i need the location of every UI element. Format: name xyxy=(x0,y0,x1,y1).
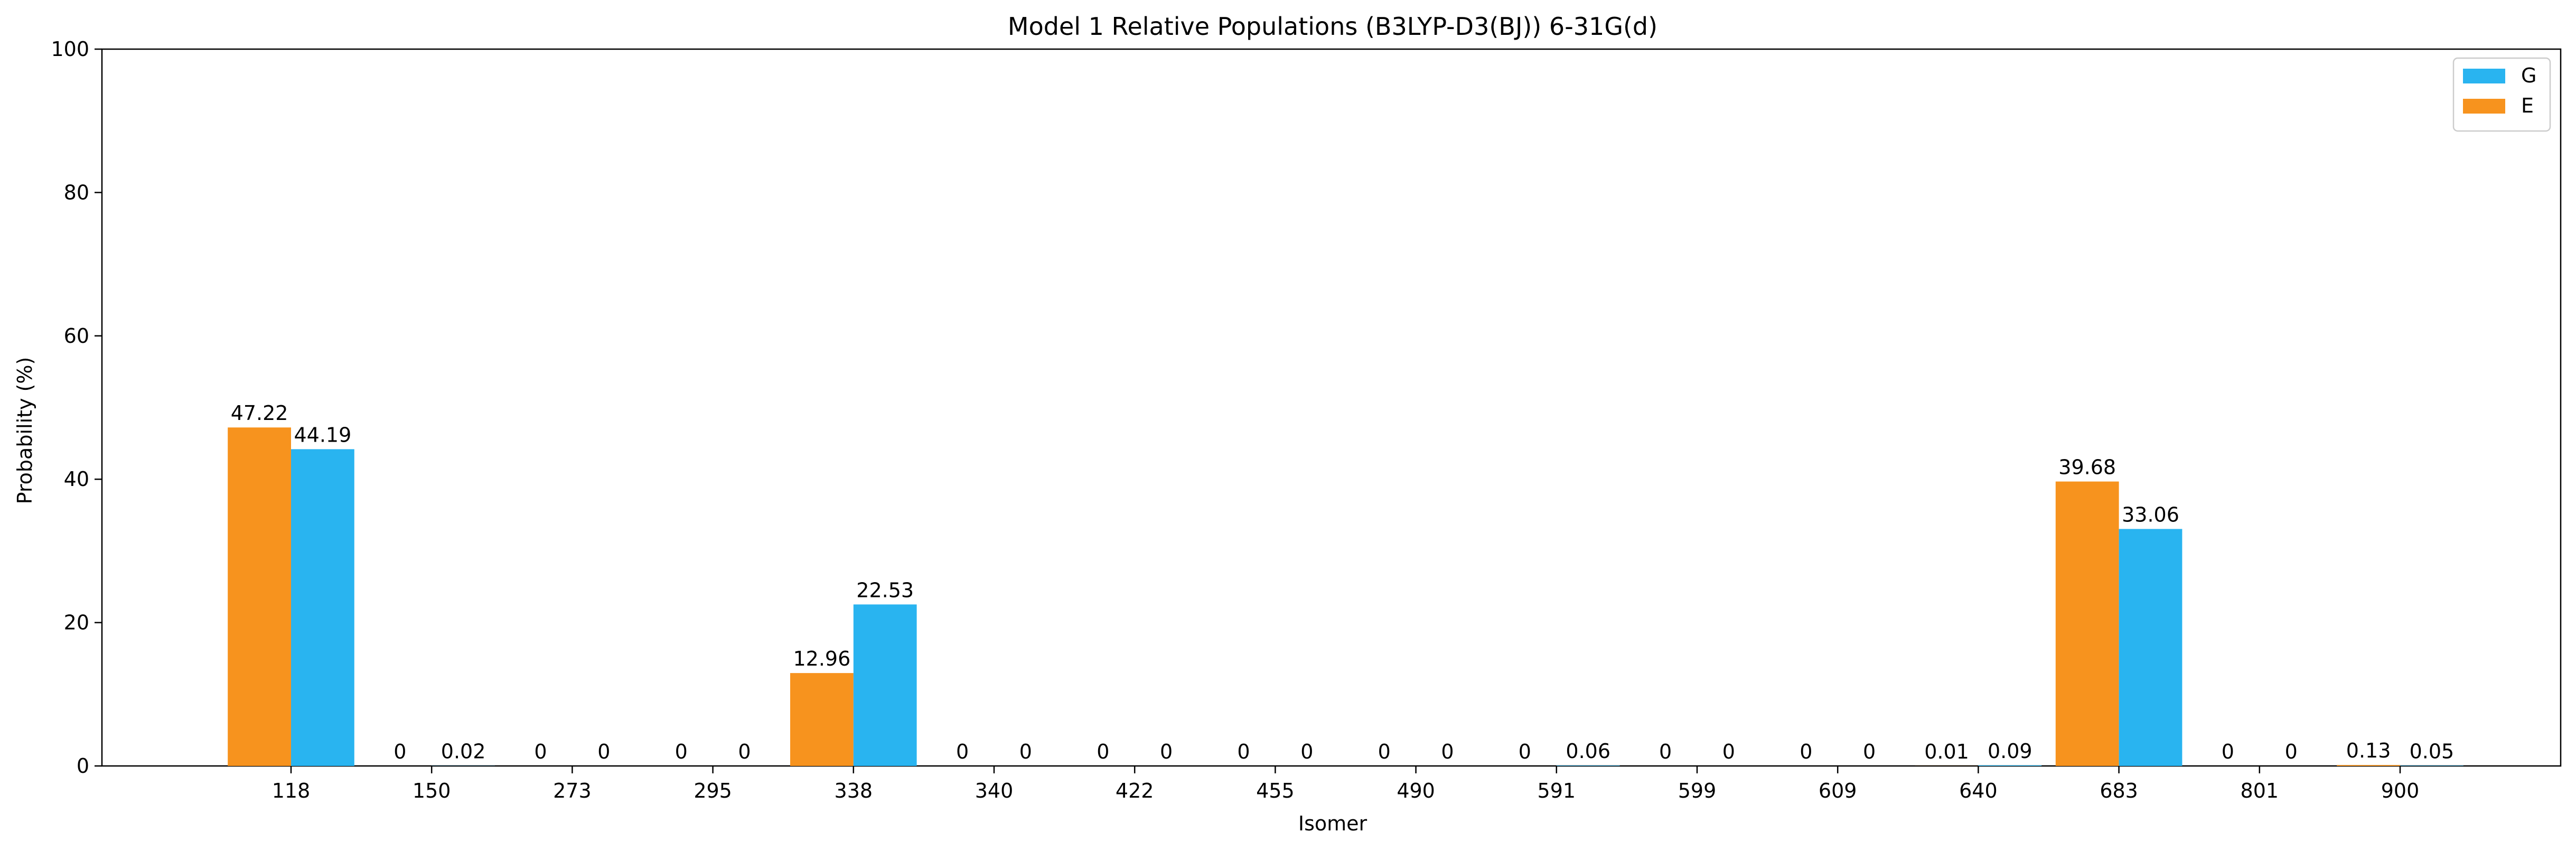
x-tick-label: 422 xyxy=(1116,779,1154,802)
y-tick-label: 0 xyxy=(77,754,89,778)
x-tick-label: 801 xyxy=(2241,779,2279,802)
plot-frame xyxy=(101,48,2562,767)
data-label-G-118: 44.19 xyxy=(294,423,352,446)
x-tick-label: 340 xyxy=(975,779,1014,802)
legend-label-E: E xyxy=(2521,94,2534,117)
x-tick-label: 295 xyxy=(694,779,732,802)
y-tick-label: 40 xyxy=(64,467,89,491)
y-tick-label: 20 xyxy=(64,611,89,634)
data-label-G-640: 0.09 xyxy=(1988,740,2032,763)
x-tick-label: 599 xyxy=(1678,779,1717,802)
data-label-E-591: 0 xyxy=(1519,740,1531,763)
data-label-G-273: 0 xyxy=(597,740,610,763)
data-label-G-422: 0 xyxy=(1160,740,1173,763)
data-label-G-683: 33.06 xyxy=(2122,503,2179,526)
data-label-G-490: 0 xyxy=(1441,740,1454,763)
bar-E-683 xyxy=(2055,481,2119,766)
data-label-E-273: 0 xyxy=(534,740,547,763)
x-tick-label: 640 xyxy=(1959,779,1998,802)
data-label-G-801: 0 xyxy=(2285,740,2298,763)
y-tick-label: 100 xyxy=(51,38,89,61)
data-label-G-340: 0 xyxy=(1019,740,1032,763)
bar-E-900 xyxy=(2337,765,2400,766)
x-tick-label: 490 xyxy=(1397,779,1435,802)
x-tick-label: 455 xyxy=(1256,779,1295,802)
bar-G-118 xyxy=(291,449,354,766)
data-label-E-455: 0 xyxy=(1237,740,1250,763)
data-label-E-900: 0.13 xyxy=(2346,739,2391,762)
bar-G-900 xyxy=(2400,765,2463,766)
data-label-E-295: 0 xyxy=(675,740,688,763)
data-label-G-150: 0.02 xyxy=(441,740,486,763)
data-label-E-683: 39.68 xyxy=(2058,456,2116,479)
x-tick-label: 591 xyxy=(1538,779,1576,802)
bar-E-338 xyxy=(790,673,854,766)
legend-swatch-E xyxy=(2463,99,2505,114)
bar-G-591 xyxy=(1556,765,1620,766)
legend: GE xyxy=(2452,57,2551,132)
x-tick-label: 683 xyxy=(2100,779,2138,802)
data-label-E-490: 0 xyxy=(1378,740,1391,763)
data-label-E-801: 0 xyxy=(2222,740,2234,763)
x-tick-label: 150 xyxy=(413,779,451,802)
x-tick-label: 273 xyxy=(553,779,592,802)
data-label-G-599: 0 xyxy=(1722,740,1735,763)
chart-title: Model 1 Relative Populations (B3LYP-D3(B… xyxy=(1008,12,1657,41)
data-label-G-295: 0 xyxy=(738,740,751,763)
data-label-G-455: 0 xyxy=(1300,740,1313,763)
data-label-E-640: 0.01 xyxy=(1924,740,1969,763)
data-label-G-338: 22.53 xyxy=(856,578,914,602)
data-label-E-150: 0 xyxy=(394,740,406,763)
y-axis-label: Probability (%) xyxy=(13,357,36,504)
x-tick-label: 338 xyxy=(835,779,873,802)
data-label-G-900: 0.05 xyxy=(2410,740,2455,763)
legend-swatch-G xyxy=(2463,69,2505,83)
x-tick-label: 609 xyxy=(1819,779,1857,802)
x-axis-label: Isomer xyxy=(1298,812,1367,835)
bar-G-683 xyxy=(2119,529,2182,766)
data-label-E-338: 12.96 xyxy=(793,647,851,670)
bar-E-118 xyxy=(228,427,291,766)
data-label-G-609: 0 xyxy=(1863,740,1876,763)
data-label-E-118: 47.22 xyxy=(231,401,288,425)
bar-G-640 xyxy=(1978,765,2042,766)
y-tick-label: 60 xyxy=(64,324,89,348)
bar-G-338 xyxy=(853,604,917,766)
data-label-E-609: 0 xyxy=(1800,740,1812,763)
data-label-E-599: 0 xyxy=(1659,740,1672,763)
data-label-E-422: 0 xyxy=(1097,740,1109,763)
x-tick-label: 118 xyxy=(272,779,311,802)
legend-label-G: G xyxy=(2521,64,2536,87)
x-tick-label: 900 xyxy=(2381,779,2420,802)
y-tick-label: 80 xyxy=(64,181,89,204)
data-label-G-591: 0.06 xyxy=(1566,740,1610,763)
data-label-E-340: 0 xyxy=(956,740,969,763)
